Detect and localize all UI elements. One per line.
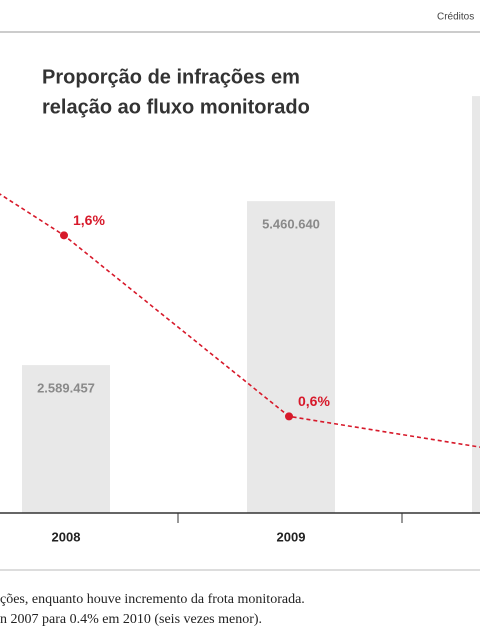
bar <box>247 201 335 513</box>
note: n 2007 para 0.4% em 2010 (seis vezes men… <box>0 612 262 627</box>
line-point <box>60 231 68 240</box>
bar <box>472 96 480 513</box>
credit: Créditos <box>437 12 474 23</box>
x-tick-label: 2009 <box>277 529 306 544</box>
plot: 2.589.457 5.460.640 1,6% 0,6% <box>0 96 480 513</box>
line-label: 1,6% <box>73 212 105 228</box>
chart-title: Proporção de infrações em <box>42 66 300 88</box>
note: ções, enquanto houve incremento da frota… <box>0 592 305 607</box>
line-label: 0,6% <box>298 393 330 409</box>
bar-label: 2.589.457 <box>37 381 95 396</box>
line-point <box>285 412 293 421</box>
chart-title: relação ao fluxo monitorado <box>42 96 310 118</box>
x-tick-label: 2008 <box>52 529 81 544</box>
bar-label: 5.460.640 <box>262 217 320 232</box>
bar <box>22 365 110 513</box>
